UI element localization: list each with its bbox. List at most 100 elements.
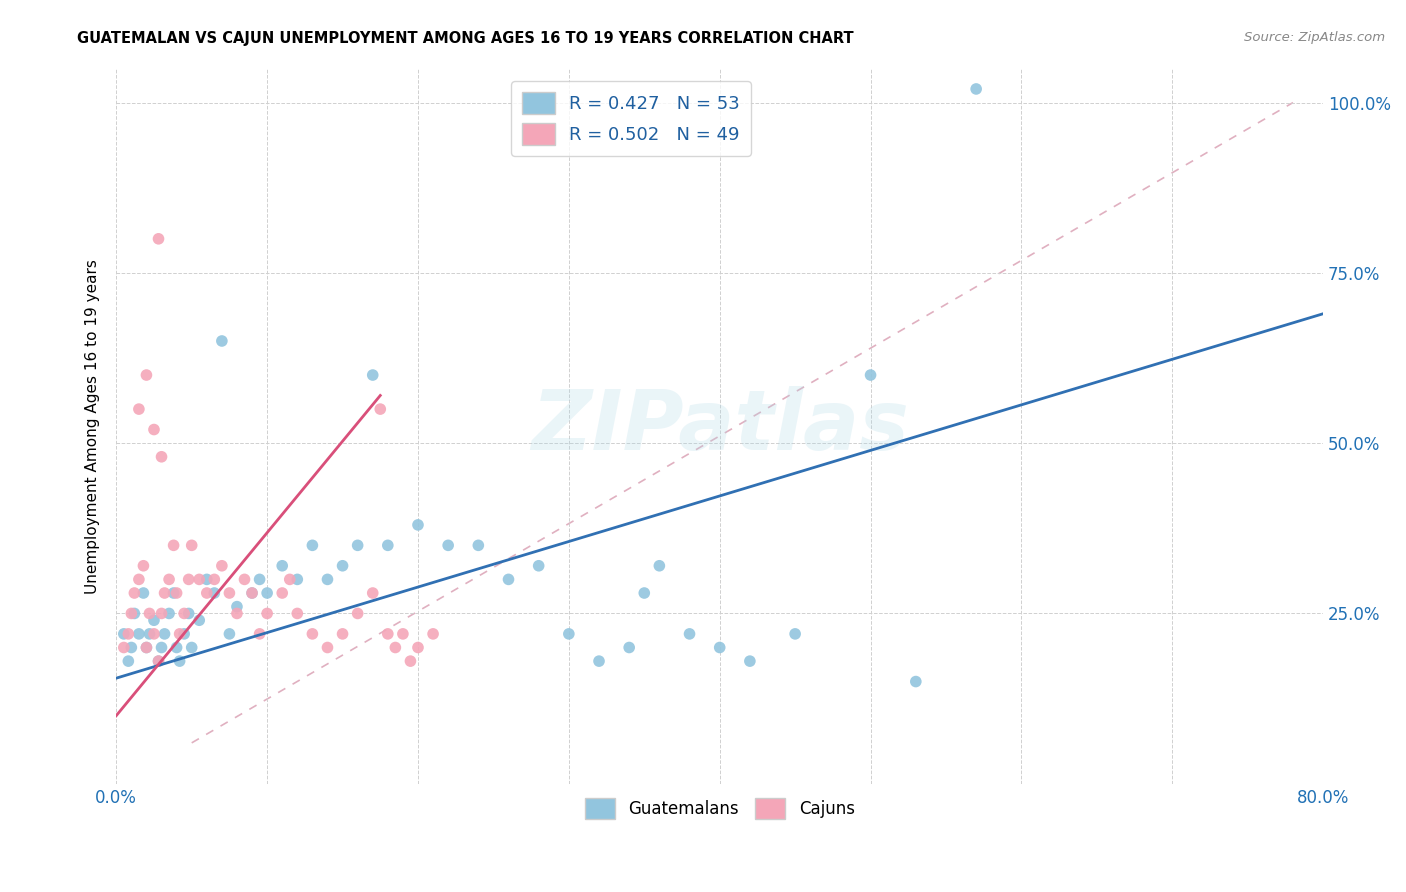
Point xyxy=(218,627,240,641)
Point xyxy=(150,450,173,464)
Point xyxy=(240,586,263,600)
Point xyxy=(180,538,202,552)
Legend: Guatemalans, Cajuns: Guatemalans, Cajuns xyxy=(578,792,862,825)
Text: GUATEMALAN VS CAJUN UNEMPLOYMENT AMONG AGES 16 TO 19 YEARS CORRELATION CHART: GUATEMALAN VS CAJUN UNEMPLOYMENT AMONG A… xyxy=(77,31,853,46)
Point xyxy=(422,627,444,641)
Point xyxy=(132,586,155,600)
Point xyxy=(316,573,339,587)
Point xyxy=(218,586,240,600)
Point xyxy=(143,423,166,437)
Point xyxy=(377,538,399,552)
Point xyxy=(177,607,200,621)
Point xyxy=(162,538,184,552)
Point xyxy=(148,654,170,668)
Point xyxy=(180,640,202,655)
Point xyxy=(467,538,489,552)
Point xyxy=(128,402,150,417)
Point xyxy=(399,654,422,668)
Point xyxy=(166,640,188,655)
Y-axis label: Unemployment Among Ages 16 to 19 years: Unemployment Among Ages 16 to 19 years xyxy=(86,259,100,593)
Point xyxy=(138,627,160,641)
Point xyxy=(256,607,278,621)
Point xyxy=(138,607,160,621)
Point xyxy=(150,640,173,655)
Point xyxy=(285,573,308,587)
Point xyxy=(240,586,263,600)
Point xyxy=(406,517,429,532)
Point xyxy=(132,558,155,573)
Point xyxy=(633,586,655,600)
Point xyxy=(157,607,180,621)
Point xyxy=(678,627,700,641)
Point xyxy=(112,640,135,655)
Point xyxy=(202,586,225,600)
Point xyxy=(148,232,170,246)
Point xyxy=(437,538,460,552)
Text: Source: ZipAtlas.com: Source: ZipAtlas.com xyxy=(1244,31,1385,45)
Point xyxy=(558,627,581,641)
Point xyxy=(148,654,170,668)
Point xyxy=(226,599,249,614)
Point xyxy=(162,586,184,600)
Point xyxy=(332,627,354,641)
Point xyxy=(188,613,211,627)
Point xyxy=(153,627,176,641)
Point xyxy=(173,627,195,641)
Point xyxy=(285,607,308,621)
Point xyxy=(112,627,135,641)
Point xyxy=(117,627,139,641)
Point xyxy=(346,607,368,621)
Point xyxy=(211,558,233,573)
Point xyxy=(233,573,256,587)
Point xyxy=(588,654,610,668)
Point xyxy=(368,402,391,417)
Point xyxy=(346,538,368,552)
Point xyxy=(169,627,191,641)
Point xyxy=(120,607,142,621)
Point xyxy=(785,627,807,641)
Point xyxy=(143,627,166,641)
Point xyxy=(332,558,354,573)
Point xyxy=(195,573,218,587)
Point xyxy=(124,607,146,621)
Point xyxy=(738,654,761,668)
Point xyxy=(498,573,520,587)
Point xyxy=(173,607,195,621)
Point xyxy=(226,607,249,621)
Point xyxy=(648,558,671,573)
Point xyxy=(859,368,882,382)
Point xyxy=(301,538,323,552)
Point xyxy=(904,674,927,689)
Point xyxy=(128,573,150,587)
Point xyxy=(406,640,429,655)
Point xyxy=(965,82,987,96)
Point xyxy=(157,573,180,587)
Point xyxy=(271,586,294,600)
Point xyxy=(361,368,384,382)
Point xyxy=(202,573,225,587)
Point xyxy=(527,558,550,573)
Point xyxy=(278,573,301,587)
Text: ZIPatlas: ZIPatlas xyxy=(531,385,908,467)
Point xyxy=(150,607,173,621)
Point xyxy=(120,640,142,655)
Point xyxy=(301,627,323,641)
Point xyxy=(316,640,339,655)
Point xyxy=(195,586,218,600)
Point xyxy=(709,640,731,655)
Point xyxy=(166,586,188,600)
Point xyxy=(188,573,211,587)
Point xyxy=(361,586,384,600)
Point xyxy=(153,586,176,600)
Point xyxy=(169,654,191,668)
Point xyxy=(135,368,157,382)
Point xyxy=(124,586,146,600)
Point xyxy=(271,558,294,573)
Point xyxy=(177,573,200,587)
Point xyxy=(128,627,150,641)
Point xyxy=(135,640,157,655)
Point xyxy=(619,640,641,655)
Point xyxy=(249,573,271,587)
Point xyxy=(211,334,233,348)
Point xyxy=(392,627,415,641)
